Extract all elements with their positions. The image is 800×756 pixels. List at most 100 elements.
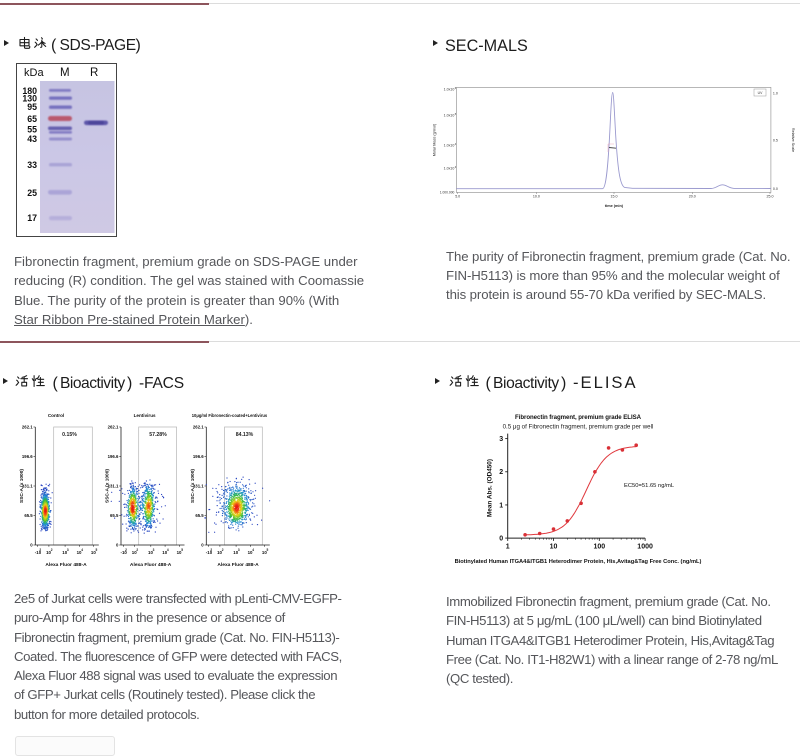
svg-text:4: 4 (455, 142, 457, 146)
svg-text:10: 10 (550, 544, 558, 551)
svg-text:time (min): time (min) (605, 204, 624, 208)
svg-text:5.0: 5.0 (455, 194, 460, 198)
svg-text:65.5: 65.5 (24, 513, 33, 518)
svg-text:0.5: 0.5 (773, 138, 778, 142)
svg-text:1: 1 (506, 544, 510, 551)
svg-text:-ELISA: -ELISA (573, 374, 638, 392)
svg-text:1: 1 (499, 502, 503, 509)
svg-text:65.5: 65.5 (110, 513, 119, 518)
svg-text:-10: -10 (35, 550, 42, 555)
svg-text:10: 10 (262, 550, 267, 555)
svg-text:262.1: 262.1 (108, 425, 119, 430)
svg-text:57.28%: 57.28% (149, 432, 167, 438)
svg-text:10: 10 (46, 550, 51, 555)
svg-text:5: 5 (267, 548, 269, 552)
svg-text:33: 33 (27, 160, 37, 170)
svg-text:10: 10 (233, 550, 238, 555)
svg-text:0.15%: 0.15% (62, 432, 77, 438)
svg-text:1.000.000: 1.000.000 (440, 191, 455, 195)
svg-text:180: 180 (22, 86, 37, 96)
svg-text:2: 2 (136, 548, 138, 552)
svg-text:2: 2 (499, 469, 503, 476)
svg-text:Mean Abs. (OD450): Mean Abs. (OD450) (487, 459, 494, 517)
svg-text:2: 2 (222, 548, 224, 552)
svg-text:65.5: 65.5 (195, 513, 204, 518)
svg-text:5: 5 (96, 548, 98, 552)
svg-text:3: 3 (67, 548, 69, 552)
svg-text:5: 5 (181, 548, 183, 552)
svg-text:196.6: 196.6 (108, 454, 119, 459)
svg-text:10μg/ml Fibronectin-coated+Len: 10μg/ml Fibronectin-coated+Lentivirus (192, 413, 268, 418)
svg-text:10: 10 (132, 550, 137, 555)
svg-text:65: 65 (27, 114, 37, 124)
svg-text:2: 2 (210, 548, 212, 552)
svg-text:15.0: 15.0 (611, 194, 618, 198)
svg-text:25.0: 25.0 (767, 194, 774, 198)
svg-text:131.1: 131.1 (193, 484, 204, 489)
svg-text:Alexa Fluor 488-A: Alexa Fluor 488-A (217, 562, 259, 568)
svg-text:0.0: 0.0 (773, 187, 778, 191)
svg-text:(: ( (51, 37, 57, 54)
svg-text:EC50=51.65 ng/mL: EC50=51.65 ng/mL (624, 483, 675, 489)
svg-text:0.5 μg of Fibronectin fragment: 0.5 μg of Fibronectin fragment, premium … (503, 424, 654, 431)
svg-text:Lentivirus: Lentivirus (134, 413, 156, 418)
svg-text:196.6: 196.6 (22, 454, 33, 459)
svg-text:3: 3 (238, 548, 240, 552)
svg-text:20.0: 20.0 (689, 194, 696, 198)
svg-text:84.13%: 84.13% (236, 432, 254, 438)
svg-text:): ) (561, 375, 566, 392)
svg-text:4: 4 (252, 548, 254, 552)
svg-text:0: 0 (201, 543, 204, 548)
svg-text:kDa: kDa (24, 67, 44, 79)
svg-text:3: 3 (455, 165, 457, 169)
svg-text:R: R (90, 67, 98, 79)
svg-text:10: 10 (148, 550, 153, 555)
svg-text:6: 6 (455, 86, 457, 90)
svg-text:3: 3 (499, 436, 503, 443)
svg-text:10: 10 (91, 550, 96, 555)
svg-text:Alexa Fluor 488-A: Alexa Fluor 488-A (130, 562, 172, 568)
svg-text:0: 0 (30, 543, 33, 548)
svg-text:Bioactivity: Bioactivity (493, 375, 559, 392)
svg-text:(: ( (53, 375, 59, 392)
svg-text:-10: -10 (121, 550, 128, 555)
svg-text:1.0x10: 1.0x10 (444, 88, 455, 92)
svg-text:131.1: 131.1 (22, 484, 33, 489)
svg-text:2: 2 (51, 548, 53, 552)
svg-text:0: 0 (499, 536, 503, 543)
svg-text:SSC-A (x 1000): SSC-A (x 1000) (190, 469, 196, 503)
svg-text:2: 2 (39, 548, 41, 552)
svg-text:UV: UV (758, 91, 763, 95)
svg-text:43: 43 (27, 134, 37, 144)
svg-text:55: 55 (27, 125, 37, 135)
svg-text:Molar Mass (g/mol): Molar Mass (g/mol) (433, 123, 437, 156)
svg-text:2: 2 (125, 548, 127, 552)
svg-text:0: 0 (116, 543, 119, 548)
svg-text:Control: Control (48, 413, 64, 418)
svg-text:10: 10 (177, 550, 182, 555)
svg-text:1000: 1000 (637, 544, 653, 551)
svg-text:(: ( (486, 375, 492, 392)
svg-text:Fibronectin fragment, premium: Fibronectin fragment, premium grade ELIS… (515, 414, 642, 421)
svg-text:1.0x10: 1.0x10 (444, 114, 455, 118)
svg-text:SSC-A (x 1000): SSC-A (x 1000) (19, 469, 25, 503)
svg-text:131.1: 131.1 (108, 484, 119, 489)
svg-text:5: 5 (455, 112, 457, 116)
svg-text:1.0x10: 1.0x10 (444, 144, 455, 148)
svg-text:SDS-PAGE: SDS-PAGE (60, 37, 136, 54)
svg-text:Biotinylated Human ITGA4&ITGB1: Biotinylated Human ITGA4&ITGB1 Heterodim… (455, 559, 702, 565)
svg-text:Relative Scale: Relative Scale (791, 128, 795, 152)
svg-text:): ) (136, 37, 141, 54)
svg-text:4: 4 (167, 548, 169, 552)
svg-text:-10: -10 (206, 550, 213, 555)
svg-text:10: 10 (162, 550, 167, 555)
svg-text:M: M (60, 67, 70, 79)
svg-text:262.1: 262.1 (193, 425, 204, 430)
svg-text:95: 95 (27, 102, 37, 112)
svg-text:SSC-A (x 1000): SSC-A (x 1000) (105, 469, 111, 503)
svg-text:10: 10 (248, 550, 253, 555)
svg-text:130: 130 (22, 94, 37, 104)
svg-text:17: 17 (27, 213, 37, 223)
svg-text:196.6: 196.6 (193, 454, 204, 459)
svg-text:1.0x10: 1.0x10 (444, 167, 455, 171)
